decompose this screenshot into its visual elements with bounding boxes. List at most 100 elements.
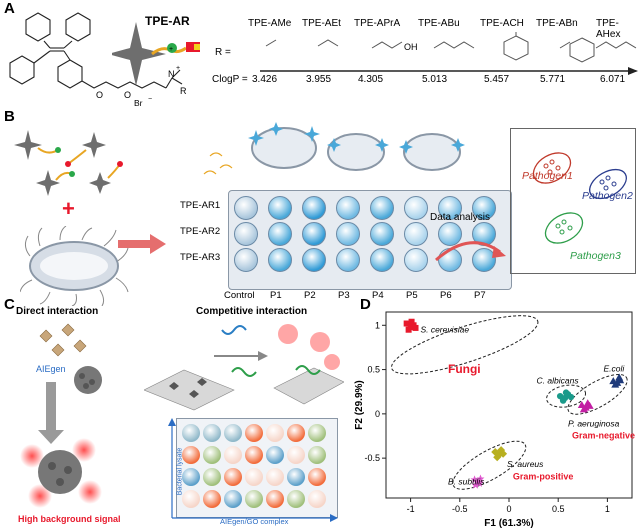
- plus-sign: +: [62, 196, 75, 221]
- competitive-well: [308, 446, 326, 464]
- plate-column-label: P5: [406, 290, 418, 301]
- series-label: S. cerevisiae: [420, 324, 469, 334]
- process-arrow: [118, 234, 166, 254]
- competitive-well: [308, 490, 326, 508]
- competitive-well: [224, 468, 242, 486]
- plot-frame: [385, 311, 633, 499]
- probe-name: TPE-AR: [145, 14, 190, 28]
- competitive-well: [308, 468, 326, 486]
- derivative-clogp-value: 5.457: [484, 74, 510, 85]
- competitive-interaction-diagram: [144, 324, 344, 411]
- pathogen-2-label: Pathogen2: [582, 190, 633, 202]
- hydroxyl-label: OH: [404, 42, 418, 52]
- derivative-clogp-value: 4.305: [358, 74, 384, 85]
- derivative-clogp-value: 5.013: [422, 74, 448, 85]
- cluster-ellipse: [567, 373, 628, 415]
- plate-well: [268, 222, 292, 246]
- data-point: [403, 320, 410, 327]
- tpe-structure: O O N + Br − R: [9, 12, 187, 108]
- competitive-well: [182, 446, 200, 464]
- direct-interaction-diagram: [20, 323, 102, 508]
- plate-well: [302, 196, 326, 220]
- x-tick-label: -0.5: [452, 504, 468, 514]
- r-row-label: R =: [215, 47, 231, 58]
- data-point: [471, 480, 480, 489]
- plate-well: [370, 222, 394, 246]
- plate-well: [438, 222, 462, 246]
- competitive-well: [266, 468, 284, 486]
- competitive-well: [245, 446, 263, 464]
- competitive-well: [287, 424, 305, 442]
- data-point: [611, 380, 620, 388]
- clogp-arrow: [260, 67, 638, 75]
- pathogen-result-box: [510, 128, 636, 274]
- data-point: [476, 474, 485, 483]
- competitive-interaction-title: Competitive interaction: [196, 306, 308, 317]
- data-analysis-label: Data analysis: [430, 212, 491, 223]
- bacterial-lysate-axis-label: Bacterial lysate: [176, 447, 184, 496]
- x-axis-label: F1 (61.3%): [484, 518, 533, 528]
- plate-well: [404, 222, 428, 246]
- plate-well: [234, 248, 258, 272]
- fungi-annotation: Fungi: [448, 362, 481, 376]
- data-point: [579, 405, 588, 413]
- plate-well: [472, 248, 496, 272]
- derivative-name: TPE-ABn: [536, 18, 578, 29]
- competitive-well: [287, 490, 305, 508]
- series-label: E.coli: [603, 363, 625, 373]
- gram-positive-annotation: Gram-positive: [513, 471, 574, 481]
- plate-well: [234, 196, 258, 220]
- data-point: [408, 318, 415, 325]
- pathogen-3-label: Pathogen3: [570, 250, 621, 262]
- analysis-arrow: [435, 241, 506, 262]
- series-label: B. subtilis: [448, 477, 485, 487]
- competitive-well: [266, 446, 284, 464]
- data-point: [491, 447, 500, 456]
- derivative-clogp-value: 3.955: [306, 74, 332, 85]
- derivative-name: TPE-ACH: [480, 18, 524, 29]
- y-tick-label: -0.5: [364, 453, 380, 463]
- competitive-well: [203, 490, 221, 508]
- data-point: [475, 478, 484, 487]
- derivative-name: TPE-ABu: [418, 18, 460, 29]
- competitive-well: [287, 468, 305, 486]
- y-axis-label: F2 (29.9%): [354, 380, 365, 429]
- pca-scatter-chart: -1 -0.5 0 0.5 1 -0.5 0 0.5 1 F1 (61.3%) F2 (29.9%)…: [354, 311, 635, 528]
- data-point: [559, 397, 567, 404]
- clogp-row-label: ClogP =: [212, 74, 248, 85]
- competitive-well: [203, 424, 221, 442]
- plate-well: [336, 196, 360, 220]
- derivative-clogp-value: 6.071: [600, 74, 626, 85]
- plate-well: [302, 248, 326, 272]
- competitive-well: [308, 424, 326, 442]
- pathogen-clusters: [532, 152, 627, 244]
- plate-well: [404, 196, 428, 220]
- probe-bound-bacteria: [203, 122, 465, 175]
- probe-mixture: [14, 130, 123, 196]
- competitive-well: [182, 424, 200, 442]
- plate-row-label: TPE-AR3: [180, 252, 221, 263]
- plate-well: [268, 248, 292, 272]
- data-point: [499, 449, 508, 458]
- derivative-clogp-value: 5.771: [540, 74, 566, 85]
- panel-label-b: B: [4, 108, 15, 125]
- derivative-name: TPE-AEt: [302, 18, 341, 29]
- plate-column-label: P4: [372, 290, 384, 301]
- plate-column-label: P6: [440, 290, 452, 301]
- plate-grid: TPE-AR1 TPE-AR2 TPE-AR3 Control P1 P2 P3 P4 P5 P6…: [180, 194, 520, 314]
- panel-label-a: A: [4, 0, 15, 17]
- competitive-well: [287, 446, 305, 464]
- derivative-name: TPE-AMe: [248, 18, 292, 29]
- y-tick-label: 0: [375, 409, 380, 419]
- y-tick-label: 0.5: [367, 365, 380, 375]
- data-point: [615, 373, 624, 381]
- panel-label-c: C: [4, 296, 15, 313]
- derivative-name: TPE-AHex: [596, 18, 621, 40]
- derivative-list: TPE-AMe 3.426 TPE-AEt 3.955 TPE-APrA 4.305 TPE…: [248, 18, 638, 93]
- plate-column-label: P1: [270, 290, 282, 301]
- competitive-well: [224, 424, 242, 442]
- cluster-ellipse: [546, 384, 587, 408]
- plate-row-label: TPE-AR2: [180, 226, 221, 237]
- bacterium-icon: [20, 226, 129, 306]
- series-label: S. aureus: [507, 459, 544, 469]
